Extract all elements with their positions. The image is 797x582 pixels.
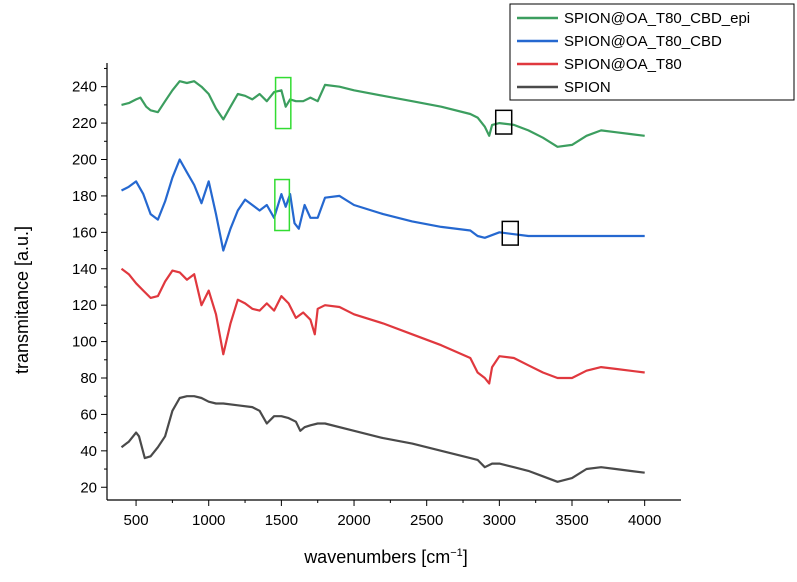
x-tick-label: 2000 (337, 512, 370, 529)
legend-entry-1: SPION@OA_T80_CBD (564, 33, 722, 50)
y-axis-title: transmitance [a.u.] (12, 226, 32, 374)
y-tick-label: 40 (80, 443, 97, 460)
y-tick-label: 220 (72, 115, 97, 132)
y-tick-label: 120 (72, 297, 97, 314)
plot-area (120, 80, 645, 483)
x-tick-label: 1500 (265, 512, 298, 529)
series-line-2 (120, 267, 645, 385)
y-tick-label: 160 (72, 224, 97, 241)
legend-entry-2: SPION@OA_T80 (564, 56, 682, 73)
annotation-boxes (274, 76, 519, 246)
legend-entry-0: SPION@OA_T80_CBD_epi (564, 10, 750, 27)
y-tick-label: 80 (80, 370, 97, 387)
annotation-box-2 (494, 109, 513, 135)
x-tick-label: 2500 (410, 512, 443, 529)
x-tick-label: 3500 (555, 512, 588, 529)
annotation-box-0 (274, 76, 292, 130)
tick-labels: 500 1000 1500 2000 2500 3000 3500 4000 20 40 60 80 1… (72, 79, 661, 529)
axes (101, 63, 681, 506)
y-tick-label: 240 (72, 79, 97, 96)
y-tick-label: 140 (72, 261, 97, 278)
legend: SPION@OA_T80_CBD_epi SPION@OA_T80_CBD SPIO… (509, 3, 795, 101)
x-axis-title: wavenumbers [cm−1] (303, 547, 468, 567)
series-line-0 (121, 80, 645, 148)
x-tick-label: 1000 (192, 512, 225, 529)
y-tick-label: 20 (80, 479, 97, 496)
series-line-3 (120, 395, 645, 483)
y-tick-label: 100 (72, 334, 97, 351)
legend-entry-3: SPION (564, 79, 611, 96)
x-tick-label: 4000 (628, 512, 661, 529)
y-tick-label: 60 (80, 406, 97, 423)
x-tick-label: 3000 (483, 512, 516, 529)
series-line-1 (121, 158, 645, 252)
annotation-box-1 (274, 178, 291, 232)
y-tick-label: 200 (72, 152, 97, 169)
legend-box (509, 3, 795, 101)
y-tick-label: 180 (72, 188, 97, 205)
x-tick-label: 500 (124, 512, 149, 529)
annotation-box-3 (501, 220, 519, 246)
